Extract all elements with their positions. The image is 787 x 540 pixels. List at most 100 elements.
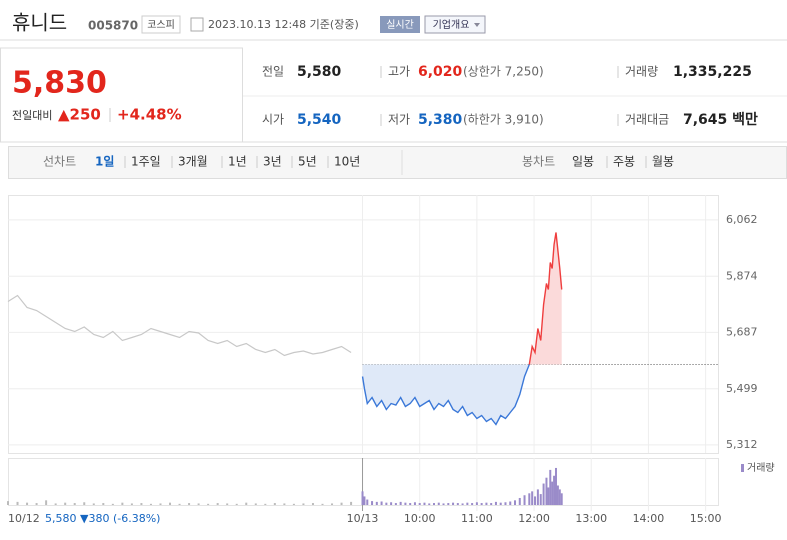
volume-bar (553, 475, 556, 505)
volume-bar-prev (311, 503, 314, 505)
volume-bar-prev (159, 503, 162, 505)
period-button[interactable]: 1주일 (131, 155, 161, 169)
volume-bar (433, 503, 435, 505)
volume-bar-prev (169, 502, 172, 505)
volume-bar (375, 501, 378, 505)
volume-bar-prev (292, 503, 295, 505)
candle-chart-label: 봉차트 (522, 155, 555, 169)
volume-bar-prev (102, 503, 105, 505)
price-line-up (528, 232, 563, 365)
volume-bar-prev (26, 502, 29, 505)
quote-label: 거래대금 (625, 113, 669, 127)
market-badge: 코스피 (147, 19, 175, 31)
quote-note: (상한가 7,250) (463, 65, 544, 79)
volume-bar (509, 501, 512, 505)
plot-frame (8, 195, 719, 454)
y-tick-label: 5,874 (726, 269, 758, 282)
volume-bar-prev (235, 503, 238, 505)
volume-bar-prev (197, 503, 200, 505)
volume-legend-swatch (741, 464, 744, 472)
x-tick-label: 12:00 (518, 512, 550, 525)
company-info-box[interactable] (424, 15, 486, 34)
period-button[interactable]: 5년 (298, 155, 317, 169)
change-pct: +4.48% (117, 106, 182, 124)
volume-bar (390, 502, 393, 505)
volume-bar-prev (254, 503, 257, 505)
volume-bar (385, 502, 388, 505)
volume-bar-prev (64, 502, 67, 505)
volume-bar (409, 503, 412, 505)
period-button[interactable]: 1년 (228, 155, 247, 169)
volume-bar (490, 503, 493, 505)
volume-legend: 거래량 (747, 462, 775, 474)
line-chart-label: 선차트 (43, 155, 76, 169)
volume-bar (549, 469, 552, 505)
x-tick-label: 10:00 (404, 512, 436, 525)
candle-button[interactable]: 월봉 (652, 155, 674, 169)
volume-bar-prev (264, 503, 267, 505)
volume-bar-prev (340, 502, 343, 505)
clock-icon (190, 17, 204, 32)
current-price: 5,830 (12, 66, 107, 101)
volume-bar (518, 497, 521, 505)
quote-label: 전일 (262, 65, 284, 79)
volume-bar-prev (178, 503, 181, 505)
quote-value: 7,645 백만 (683, 112, 758, 128)
quote-value: 5,380 (418, 112, 463, 128)
change-label: 전일대비 (12, 108, 52, 122)
timestamp: 2023.10.13 12:48 기준(장중) (208, 18, 359, 31)
volume-bar (456, 503, 459, 505)
volume-bar-prev (350, 501, 353, 505)
volume-bar (413, 502, 416, 505)
volume-bar (534, 496, 537, 505)
price-line-prev (7, 294, 352, 357)
realtime-badge-box[interactable] (380, 16, 420, 33)
prev-day-summary: 5,580 ▼380 (-6.38%) (45, 512, 160, 525)
volume-bar-prev (121, 502, 124, 505)
period-button[interactable]: 3개월 (178, 155, 208, 169)
volume-bar-prev (111, 503, 114, 505)
volume-bar-prev (188, 503, 191, 505)
candle-button[interactable]: 주봉 (613, 155, 635, 169)
volume-bar (363, 496, 366, 505)
volume-bar-prev (226, 503, 229, 505)
volume-bar-prev (140, 503, 143, 505)
volume-bar (531, 491, 534, 505)
volume-bar (480, 503, 483, 505)
volume-bar-prev (92, 503, 95, 505)
volume-bar-prev (16, 501, 19, 505)
period-button[interactable]: 1일 (95, 155, 114, 169)
volume-bar (523, 495, 526, 505)
quote-value: 5,540 (297, 112, 342, 128)
period-button[interactable]: 3년 (263, 155, 282, 169)
volume-bar (494, 501, 497, 505)
area-down (362, 364, 562, 425)
volume-bar-prev (7, 501, 9, 505)
change: ▲250 (58, 106, 101, 124)
volume-bar (499, 502, 502, 505)
x-tick-label: 10/13 (347, 512, 379, 525)
volume-bar (558, 489, 561, 505)
volume-bar (418, 503, 421, 505)
volume-bar (361, 491, 364, 505)
volume-bar (485, 502, 488, 505)
quote-value: 6,020 (418, 64, 463, 80)
volume-bar (366, 499, 369, 505)
volume-bar (554, 467, 557, 505)
volume-bar (556, 485, 559, 505)
candle-button[interactable]: 일봉 (572, 155, 594, 169)
volume-bar (504, 502, 507, 505)
quote-label: 저가 (388, 113, 410, 127)
quote-value: 5,580 (297, 64, 342, 80)
volume-bar-prev (83, 502, 86, 505)
period-button[interactable]: 10년 (334, 155, 360, 169)
volume-bar-prev (283, 503, 286, 505)
volume-bar (380, 501, 383, 505)
company-info[interactable]: 기업개요 (433, 18, 470, 31)
volume-bar (539, 494, 542, 505)
realtime-badge[interactable]: 실시간 (386, 19, 414, 31)
volume-bar-prev (130, 503, 133, 505)
volume-bar (471, 503, 474, 505)
volume-bar (551, 481, 554, 505)
volume-bar-prev (273, 503, 276, 505)
